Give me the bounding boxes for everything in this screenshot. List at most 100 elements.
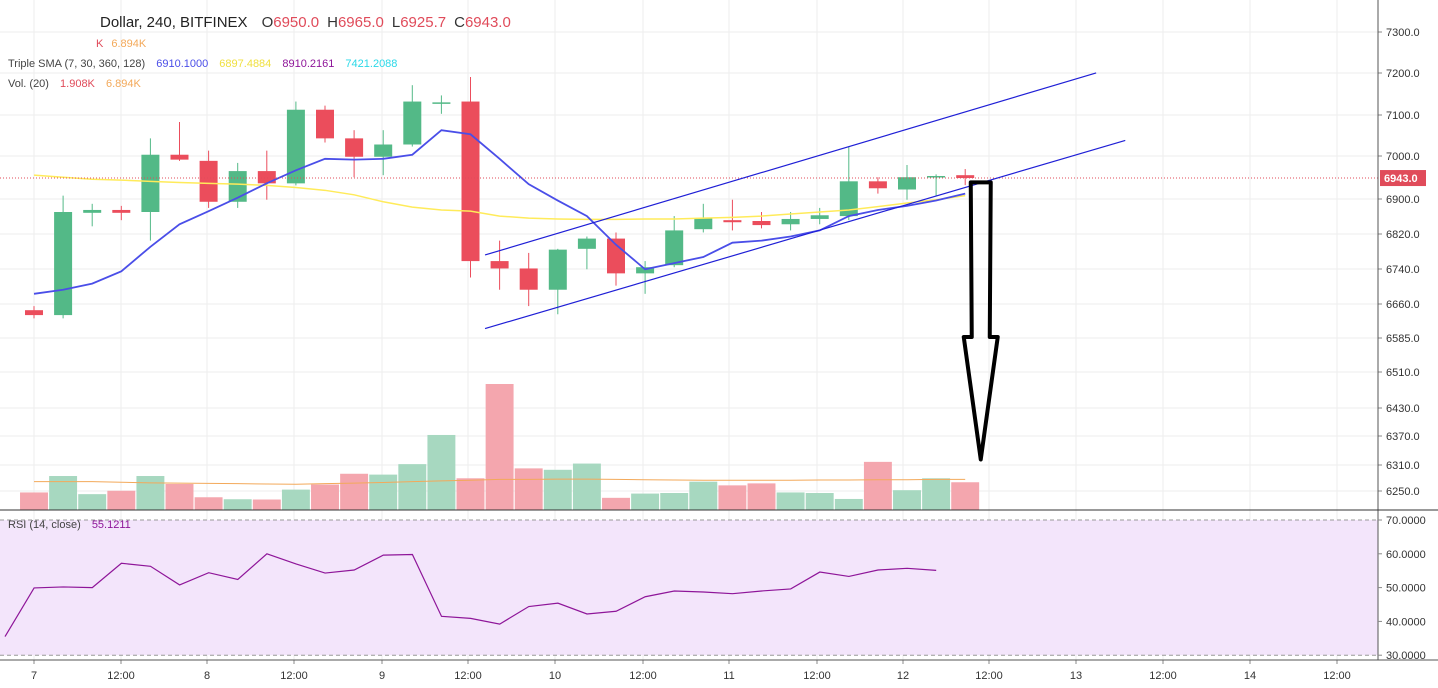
rsi-legend[interactable]: RSI (14, close) 55.1211 [8, 519, 139, 531]
time-tick-label: 10 [549, 670, 561, 682]
volume-bar [20, 492, 48, 510]
candle [316, 105, 334, 143]
rsi-tick-label: 70.0000 [1386, 515, 1426, 527]
candle-body [374, 144, 393, 157]
candle [490, 240, 509, 290]
volume-bar [951, 482, 980, 510]
high-value: 6965.0 [337, 14, 384, 31]
volume-legend[interactable]: Vol. (20) 1.908K 6.894K [8, 78, 149, 90]
candle-body [490, 261, 509, 269]
candle-body [83, 209, 102, 213]
candle-body [752, 221, 771, 226]
k-label: K [96, 38, 104, 50]
volume-bar [398, 464, 427, 510]
candle [403, 85, 422, 147]
candle [839, 146, 858, 221]
volume-bar [602, 497, 630, 510]
close-label: C [454, 14, 465, 31]
time-tick-label: 11 [723, 670, 734, 682]
candle-body [636, 267, 655, 274]
candle-body [839, 181, 858, 217]
volume-bar [223, 499, 252, 510]
low-value: 6925.7 [400, 14, 447, 31]
candle [83, 203, 102, 227]
volume-bar [805, 493, 834, 510]
overlays [0, 72, 1378, 637]
candle-body [868, 181, 887, 189]
candle-body [927, 176, 946, 178]
open-label: O [261, 14, 274, 31]
volume-bar [340, 473, 369, 510]
volume-bar [776, 492, 805, 510]
candle [345, 130, 364, 178]
volume-bar [631, 493, 660, 510]
candle-body [956, 175, 975, 179]
candle-body [577, 238, 596, 249]
time-tick-label: 12:00 [629, 670, 657, 682]
close-value: 6943.0 [464, 14, 511, 31]
candle [665, 216, 684, 268]
candle [170, 122, 189, 161]
volume-bar [427, 434, 456, 510]
candle-body [316, 109, 334, 139]
sma-legend[interactable]: Triple SMA (7, 30, 360, 128) 6910.1000 6… [8, 58, 405, 70]
candle [461, 77, 480, 278]
candle-body [54, 212, 73, 316]
candle [548, 248, 567, 315]
time-tick-label: 14 [1244, 670, 1256, 682]
volume-bar [369, 474, 398, 510]
candle [519, 252, 538, 307]
time-tick-label: 12:00 [1149, 670, 1177, 682]
rsi-tick-label: 50.0000 [1386, 583, 1426, 595]
candle [112, 205, 131, 221]
sma-label: Triple SMA (7, 30, 360, 128) [8, 58, 146, 70]
low-label: L [391, 14, 401, 31]
vol-value-1: 1.908K [60, 78, 95, 90]
candlesticks [25, 77, 975, 319]
price-tick-label: 7100.0 [1386, 110, 1420, 122]
price-tick-label: 7000.0 [1386, 151, 1420, 163]
candle-body [723, 220, 742, 223]
time-tick-label: 12:00 [454, 670, 482, 682]
candle [257, 150, 276, 200]
time-tick-label: 13 [1070, 670, 1082, 682]
volume-bar [718, 485, 747, 510]
time-tick-label: 12 [897, 670, 909, 682]
vol-value-2: 6.894K [105, 78, 141, 90]
candle [868, 177, 887, 194]
open-value: 6950.0 [273, 14, 320, 31]
high-label: H [327, 14, 338, 31]
time-tick-label: 7 [31, 670, 37, 682]
candle [723, 199, 742, 231]
candle [810, 207, 829, 225]
candle [286, 101, 305, 186]
price-tick-label: 6250.0 [1386, 486, 1420, 498]
time-tick-label: 12:00 [107, 670, 135, 682]
volume-bar [281, 489, 310, 510]
candle-body [781, 218, 800, 225]
candle-body [607, 238, 625, 274]
candle-body [461, 101, 480, 262]
sma-slow-line [33, 174, 966, 221]
candle [228, 162, 247, 208]
candle-body [548, 249, 567, 290]
candle [781, 212, 800, 231]
k-value: 6.894K [111, 38, 147, 50]
rsi-value: 55.1211 [91, 519, 131, 531]
price-tick-label: 6510.0 [1386, 367, 1420, 379]
candle [956, 169, 975, 186]
time-tick-label: 12:00 [975, 670, 1003, 682]
volume-bar [922, 478, 951, 510]
sma-value-3: 8910.2161 [282, 58, 335, 70]
volume-bar [194, 497, 223, 510]
candle [577, 236, 596, 270]
candle [141, 138, 160, 241]
candle-body [432, 102, 451, 104]
price-tick-label: 7200.0 [1386, 68, 1420, 80]
volume-bar [660, 493, 689, 510]
volume-bar [543, 469, 572, 510]
candle [752, 212, 771, 229]
candle-body [25, 310, 43, 316]
